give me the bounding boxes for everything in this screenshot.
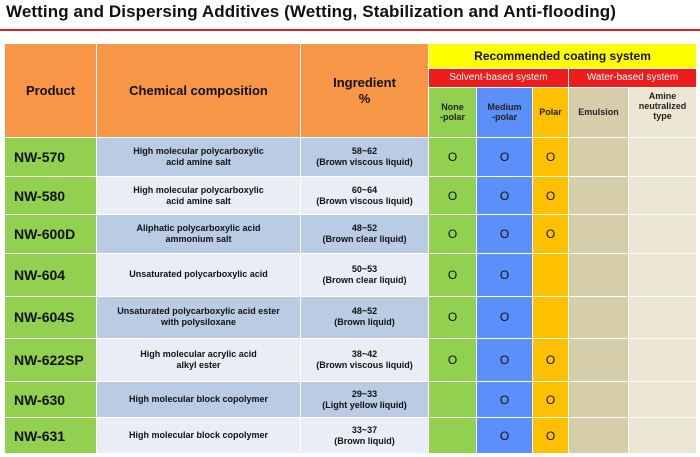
emulsion-mark <box>568 175 629 216</box>
table-row: NW-580 High molecular polycarboxylic acid… <box>4 175 698 216</box>
amine-neutralized-mark <box>627 417 698 454</box>
chemical-composition: High molecular polycarboxylic acid amine… <box>96 175 301 216</box>
header-solvent-based: Solvent-based system <box>428 68 569 88</box>
ingredient-percent: 29~33 (Light yellow liquid) <box>300 380 429 419</box>
nonpolar-mark: O <box>428 295 477 340</box>
polar-mark: O <box>532 137 569 177</box>
chemical-composition: Unsaturated polycarboxylic acid ester wi… <box>96 295 301 340</box>
additives-table: Product Chemical composition Ingredient … <box>4 42 698 454</box>
polar-mark <box>532 295 569 340</box>
table-row: NW-630 High molecular block copolymer 29~3… <box>4 380 698 419</box>
nonpolar-mark: O <box>428 338 477 382</box>
product-name: NW-604 <box>4 253 97 297</box>
polar-mark: O <box>532 417 569 454</box>
table-row: NW-622SP High molecular acrylic acid alky… <box>4 338 698 382</box>
polar-mark <box>532 253 569 297</box>
table-row: NW-570 High molecular polycarboxylic acid… <box>4 137 698 177</box>
product-name: NW-622SP <box>4 338 97 382</box>
nonpolar-mark <box>428 417 477 454</box>
polar-mark: O <box>532 214 569 255</box>
header-product: Product <box>4 42 97 139</box>
chemical-composition: High molecular polycarboxylic acid amine… <box>96 137 301 177</box>
amine-neutralized-mark <box>627 253 698 297</box>
header-emulsion: Emulsion <box>568 86 629 139</box>
header-nonpolar: None -polar <box>428 86 477 139</box>
ingredient-percent: 50~53 (Brown clear liquid) <box>300 253 429 297</box>
nonpolar-mark: O <box>428 137 477 177</box>
table-row: NW-604 Unsaturated polycarboxylic acid 50~… <box>4 253 698 297</box>
emulsion-mark <box>568 380 629 419</box>
header-water-based: Water-based system <box>567 68 698 88</box>
header-medium-polar: Medium -polar <box>476 86 533 139</box>
emulsion-mark <box>568 338 629 382</box>
chemical-composition: High molecular block copolymer <box>96 417 301 454</box>
chemical-composition: Unsaturated polycarboxylic acid <box>96 253 301 297</box>
chemical-composition: High molecular block copolymer <box>96 380 301 419</box>
ingredient-percent: 60~64 (Brown viscous liquid) <box>300 175 429 216</box>
chemical-composition: High molecular acrylic acid alkyl ester <box>96 338 301 382</box>
page-title: Wetting and Dispersing Additives (Wettin… <box>6 2 617 21</box>
ingredient-percent: 58~62 (Brown viscous liquid) <box>300 137 429 177</box>
table-row: NW-631 High molecular block copolymer 33~3… <box>4 417 698 454</box>
nonpolar-mark <box>428 380 477 419</box>
ingredient-percent: 38~42 (Brown viscous liquid) <box>300 338 429 382</box>
title-underline <box>0 29 700 31</box>
emulsion-mark <box>568 295 629 340</box>
emulsion-mark <box>568 253 629 297</box>
table-row: NW-604S Unsaturated polycarboxylic acid e… <box>4 295 698 340</box>
nonpolar-mark: O <box>428 214 477 255</box>
amine-neutralized-mark <box>627 214 698 255</box>
medium-polar-mark: O <box>476 137 533 177</box>
medium-polar-mark: O <box>476 253 533 297</box>
table-row: NW-600D Aliphatic polycarboxylic acid amm… <box>4 214 698 255</box>
emulsion-mark <box>568 417 629 454</box>
ingredient-percent: 33~37 (Brown liquid) <box>300 417 429 454</box>
product-name: NW-630 <box>4 380 97 419</box>
header-amine-neutralized: Amine neutralized type <box>627 86 698 139</box>
header-composition: Chemical composition <box>96 42 301 139</box>
medium-polar-mark: O <box>476 214 533 255</box>
ingredient-percent: 48~52 (Brown clear liquid) <box>300 214 429 255</box>
medium-polar-mark: O <box>476 175 533 216</box>
amine-neutralized-mark <box>627 137 698 177</box>
medium-polar-mark: O <box>476 338 533 382</box>
medium-polar-mark: O <box>476 295 533 340</box>
header-ingredient: Ingredient % <box>300 42 429 139</box>
product-name: NW-604S <box>4 295 97 340</box>
product-name: NW-600D <box>4 214 97 255</box>
product-name: NW-580 <box>4 175 97 216</box>
medium-polar-mark: O <box>476 417 533 454</box>
product-name: NW-631 <box>4 417 97 454</box>
amine-neutralized-mark <box>627 295 698 340</box>
polar-mark: O <box>532 175 569 216</box>
medium-polar-mark: O <box>476 380 533 419</box>
header-polar: Polar <box>532 86 569 139</box>
nonpolar-mark: O <box>428 175 477 216</box>
header-recommended-system: Recommended coating system <box>427 42 698 70</box>
amine-neutralized-mark <box>627 338 698 382</box>
emulsion-mark <box>568 214 629 255</box>
polar-mark: O <box>532 338 569 382</box>
product-name: NW-570 <box>4 137 97 177</box>
polar-mark: O <box>532 380 569 419</box>
amine-neutralized-mark <box>627 380 698 419</box>
emulsion-mark <box>568 137 629 177</box>
ingredient-percent: 48~52 (Brown liquid) <box>300 295 429 340</box>
nonpolar-mark: O <box>428 253 477 297</box>
amine-neutralized-mark <box>627 175 698 216</box>
chemical-composition: Aliphatic polycarboxylic acid ammonium s… <box>96 214 301 255</box>
